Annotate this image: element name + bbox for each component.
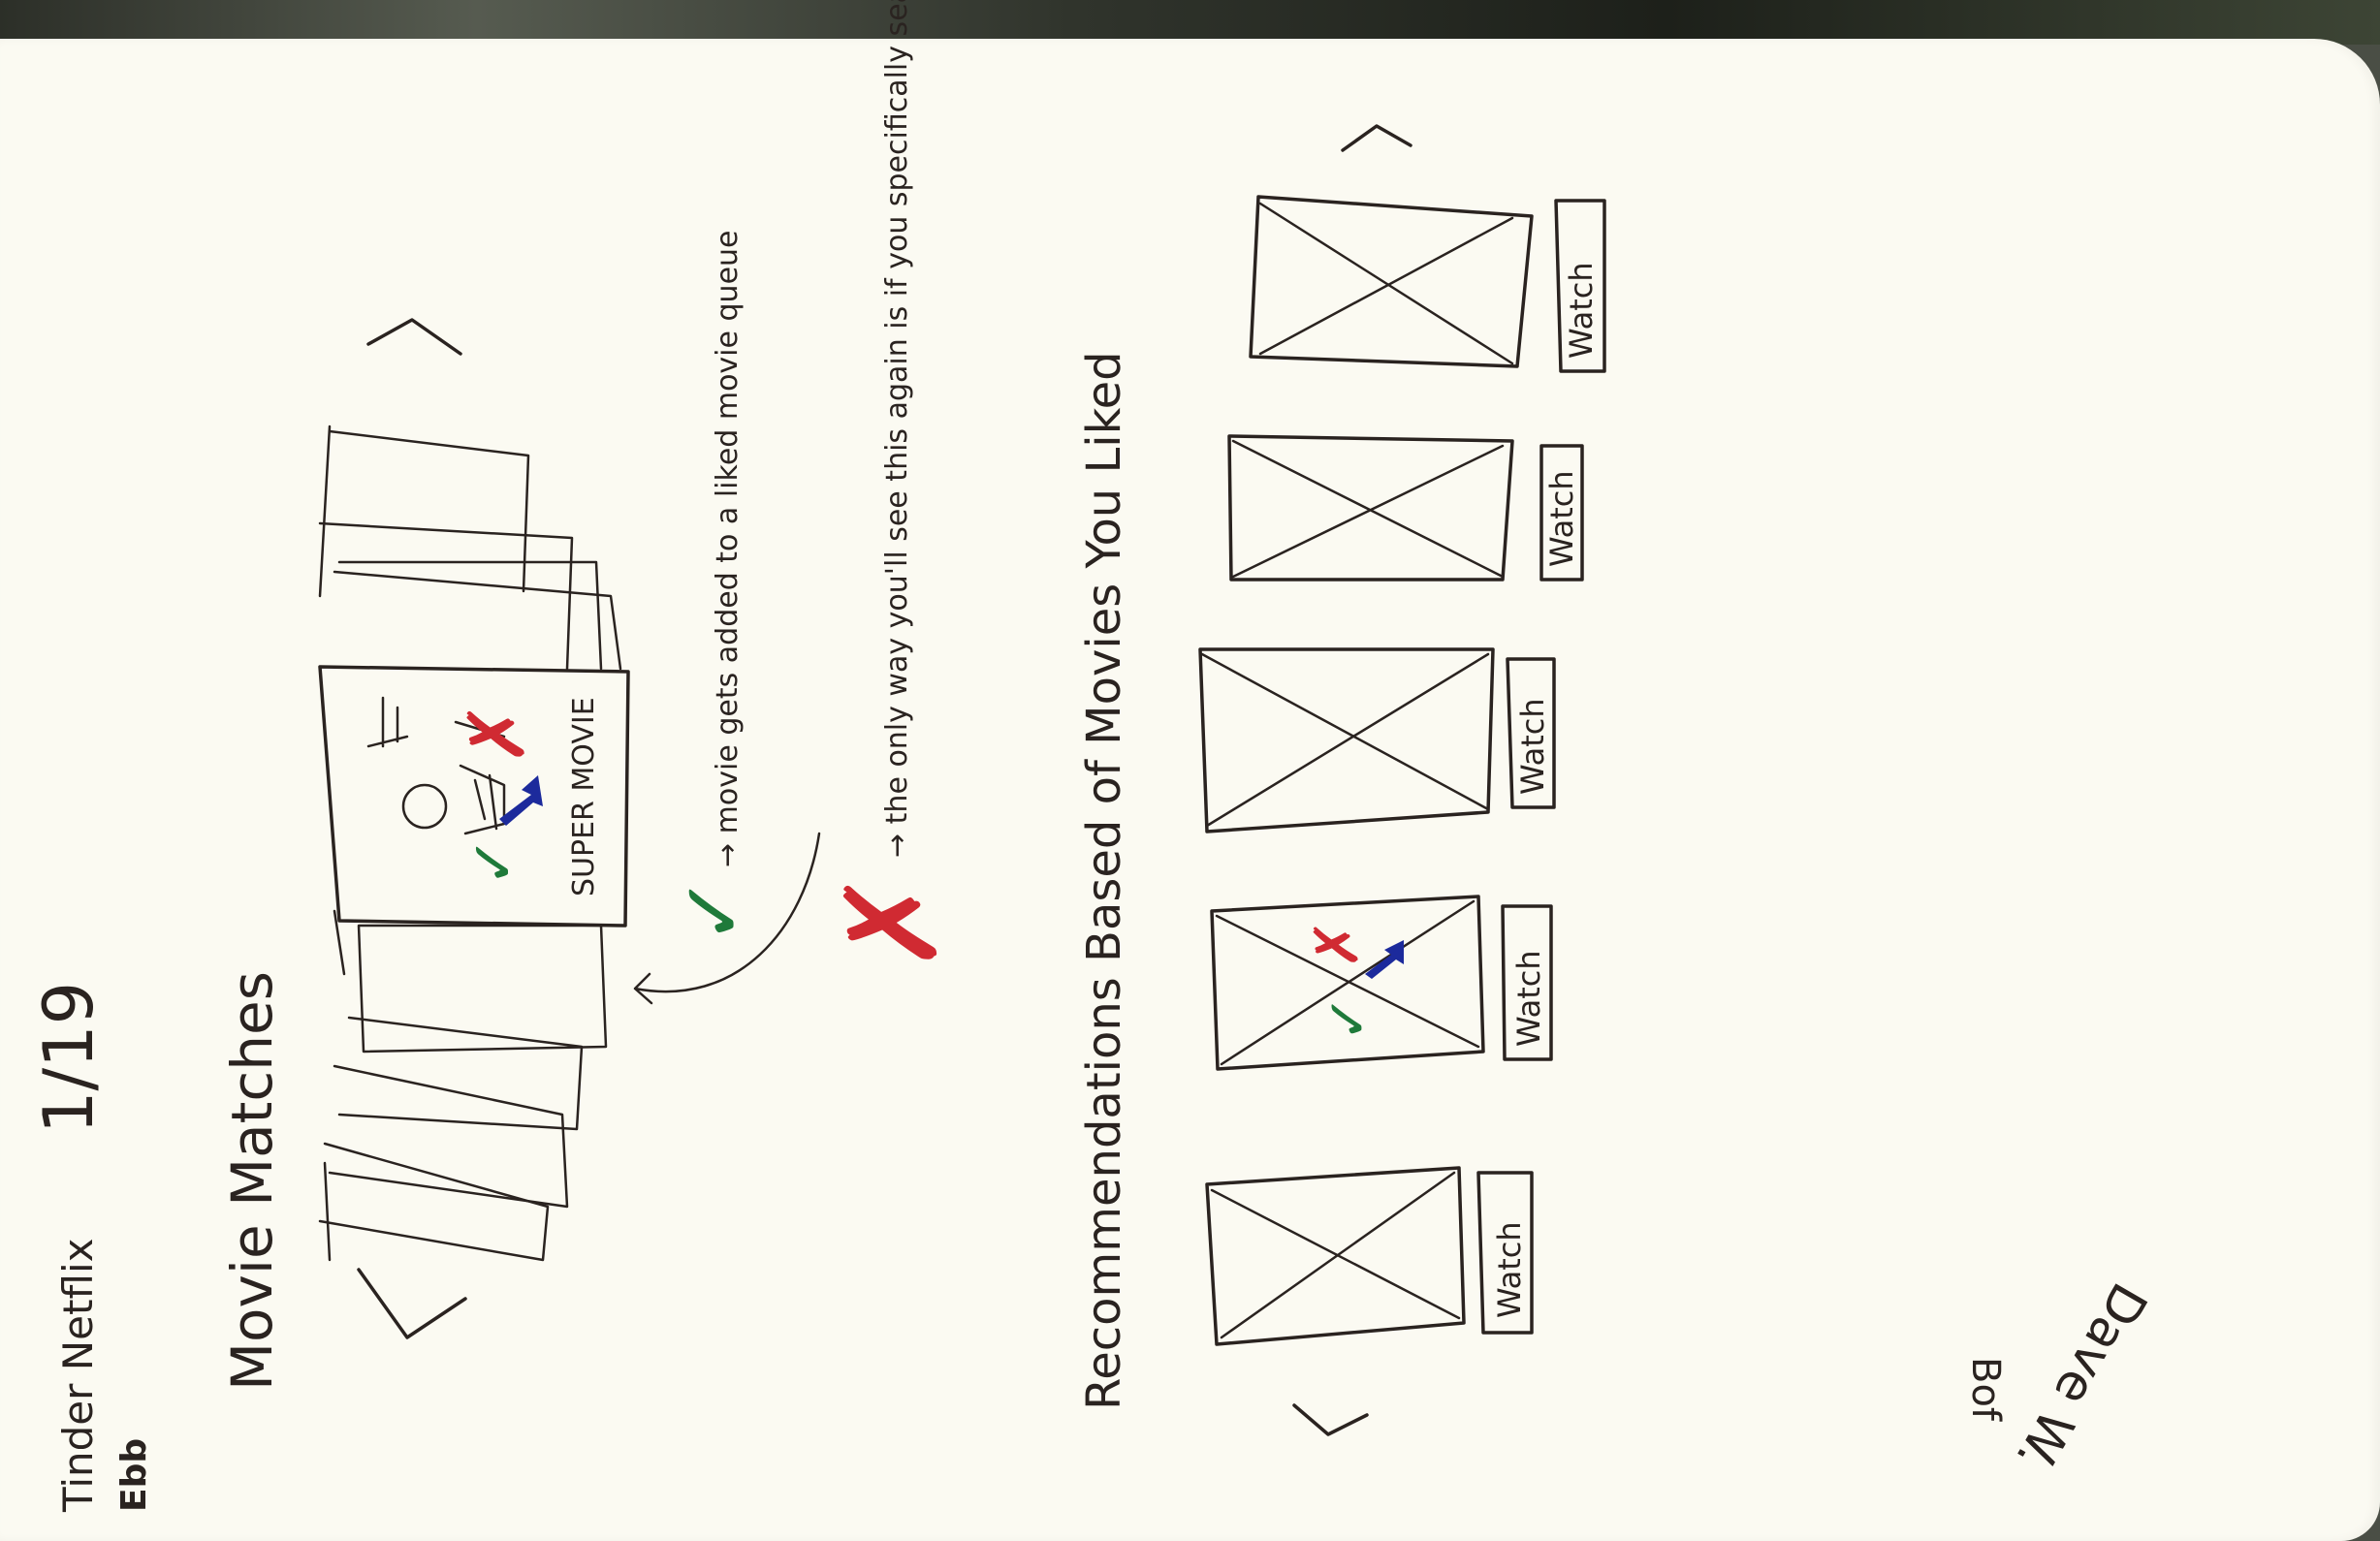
like-annotation: → movie gets added to a liked movie queu… (711, 231, 745, 868)
watch-button[interactable]: Watch (1514, 698, 1551, 795)
recommendation-tile[interactable]: ✗ ✓ Watch (1210, 895, 1553, 1071)
card-dislike-icon[interactable]: ✗ (452, 701, 542, 766)
sketch-date: 1/19 (29, 982, 109, 1134)
dislike-annotation: → the only way you'll see this again is … (880, 0, 914, 858)
legend-like-icon: ✓ (665, 875, 762, 945)
background-strip (0, 0, 2380, 45)
notebook-page (0, 39, 2380, 1541)
recommendation-tile[interactable]: Watch (1205, 1166, 1534, 1346)
recommendations-title: Recommendations Based of Movies You Like… (1077, 351, 1131, 1410)
recommendations-down-arrow-icon[interactable] (1292, 1403, 1369, 1436)
card-blue-arrow-icon (499, 775, 543, 826)
carousel-up-arrow-icon[interactable] (366, 318, 462, 356)
movie-poster-placeholder (1249, 195, 1534, 368)
watch-button[interactable]: Watch (1491, 1221, 1528, 1318)
recommendation-tile[interactable]: Watch (1198, 647, 1556, 833)
recommendation-tile[interactable]: Watch (1227, 434, 1584, 582)
movie-poster-placeholder (1205, 1166, 1466, 1346)
watch-button[interactable]: Watch (1510, 950, 1547, 1047)
featured-movie-card[interactable]: SUPER MOVIE ✓ ✗ (318, 665, 630, 928)
carousel-down-arrow-icon[interactable] (357, 1268, 467, 1339)
tile-blue-arrow-icon (1365, 940, 1404, 979)
watch-button[interactable]: Watch (1543, 470, 1580, 567)
tile-like-icon[interactable]: ✓ (1315, 994, 1380, 1042)
section-title: Movie Matches (219, 971, 285, 1391)
movie-poster-placeholder (1198, 647, 1495, 833)
tile-dislike-icon[interactable]: ✗ (1301, 919, 1372, 969)
poster-title: SUPER MOVIE (567, 697, 601, 896)
legend-dislike-icon: ✗ (818, 868, 966, 974)
recommendation-tile[interactable]: Watch (1249, 195, 1606, 373)
movie-poster-placeholder (1227, 434, 1514, 582)
signature-name: Dave W. (2004, 1274, 2158, 1482)
signature-initials: Bof (1963, 1357, 2008, 1422)
movie-poster-placeholder (1210, 895, 1485, 1071)
watch-button[interactable]: Watch (1563, 262, 1600, 359)
app-name: Tinder Netflix (54, 1239, 102, 1513)
recommendations-up-arrow-icon[interactable] (1341, 124, 1412, 152)
card-like-icon[interactable]: ✓ (458, 836, 528, 887)
author-initials: Ebb (114, 1438, 154, 1512)
card-stack (318, 425, 622, 1262)
annotation-curve-arrow (633, 832, 821, 1005)
